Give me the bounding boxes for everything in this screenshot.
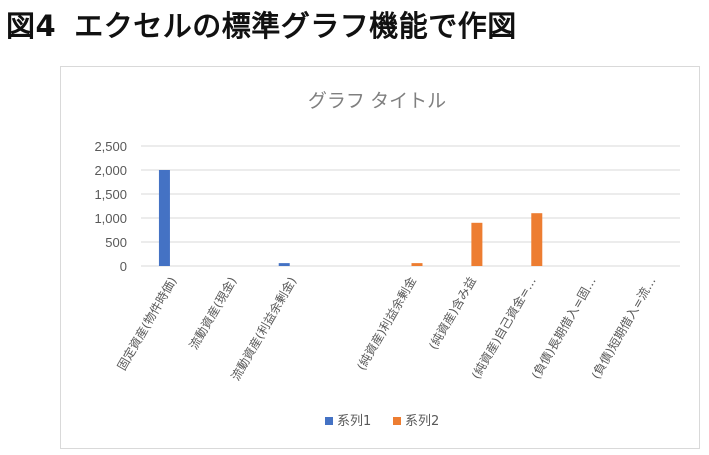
x-tick-label: 流動資産(利益余剰金) bbox=[228, 274, 300, 383]
legend-swatch bbox=[325, 417, 333, 425]
y-tick-label: 1,500 bbox=[94, 187, 127, 202]
x-tick-label: (純資産)含み益 bbox=[425, 274, 479, 352]
x-tick-label: 固定資産(物件時価) bbox=[114, 274, 180, 373]
x-tick-label: 流動資産(現金) bbox=[186, 274, 240, 352]
x-tick-label: (純資産)自己資金=… bbox=[468, 274, 539, 381]
legend-label: 系列2 bbox=[405, 414, 439, 429]
bar-1-2[interactable] bbox=[278, 263, 290, 266]
x-axis-labels: 固定資産(物件時価) 流動資産(現金)流動資産(利益余剰金) (純資産)利益余剰金(… bbox=[114, 274, 659, 383]
legend[interactable]: 系列1 系列2 bbox=[325, 414, 439, 429]
bar-2-6[interactable] bbox=[531, 213, 543, 266]
figure-number: 図4 bbox=[6, 9, 57, 43]
legend-swatch bbox=[393, 417, 401, 425]
legend-label: 系列1 bbox=[337, 414, 371, 429]
x-tick-label: (負債)長期借入=固… bbox=[528, 274, 599, 381]
y-tick-label: 500 bbox=[105, 235, 127, 250]
y-tick-label: 2,000 bbox=[94, 163, 127, 178]
bar-2-4[interactable] bbox=[411, 263, 423, 266]
bar-1-0[interactable] bbox=[158, 170, 170, 266]
bar-2-5[interactable] bbox=[471, 222, 483, 266]
x-tick-label: (純資産)利益余剰金 bbox=[353, 274, 419, 373]
chart-title[interactable]: グラフ タイトル bbox=[308, 90, 446, 112]
gridlines bbox=[141, 145, 680, 267]
y-tick-label: 0 bbox=[120, 259, 127, 274]
x-tick-label: (負債)短期借入=流… bbox=[588, 274, 659, 381]
figure-title: エクセルの標準グラフ機能で作図 bbox=[74, 9, 517, 43]
figure-heading: 図4 エクセルの標準グラフ機能で作図 bbox=[6, 2, 517, 46]
y-tick-label: 2,500 bbox=[94, 139, 127, 154]
y-tick-label: 1,000 bbox=[94, 211, 127, 226]
y-axis-ticks: 0 500 1,000 1,500 2,000 2,500 bbox=[94, 139, 127, 274]
bars bbox=[158, 170, 543, 266]
